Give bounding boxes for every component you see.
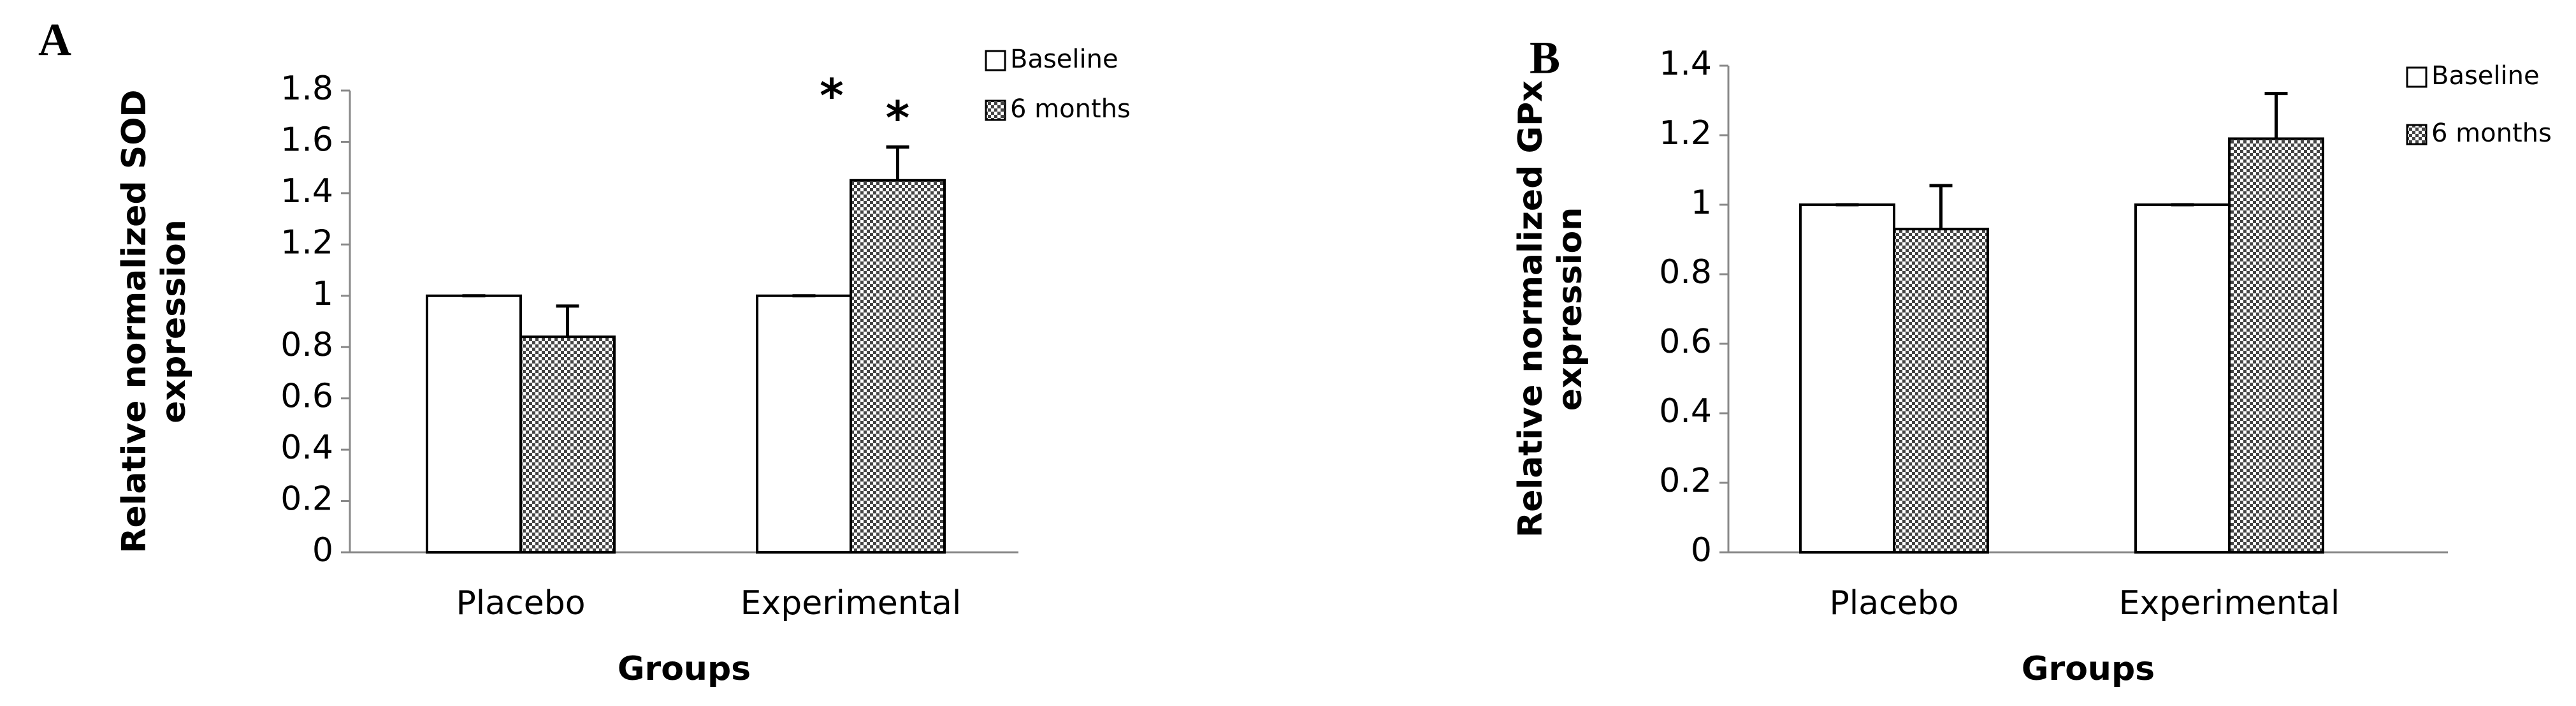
bar	[756, 294, 852, 554]
legend-label: Baseline	[2431, 61, 2540, 91]
legend-label: 6 months	[2431, 119, 2552, 148]
x-axis-title: Groups	[618, 650, 751, 688]
legend-label: 6 months	[1010, 94, 1131, 124]
y-tick-label: 1.2	[1659, 114, 1712, 152]
legend-swatch	[2406, 66, 2428, 88]
y-tick-label: 0.8	[1659, 253, 1712, 291]
y-tick-label: 0.8	[280, 326, 333, 364]
x-tick-label: Placebo	[456, 584, 585, 622]
panel-label: A	[38, 15, 71, 66]
y-tick-label: 0	[312, 531, 333, 570]
y-tick-label: 0	[1691, 531, 1712, 570]
annotation: *	[820, 69, 844, 122]
y-tick-label: 0.6	[1659, 323, 1712, 361]
x-tick-label: Experimental	[2119, 584, 2340, 622]
bar	[426, 294, 522, 554]
legend-swatch	[2406, 124, 2428, 145]
error-bar	[1929, 184, 1953, 230]
y-tick-label: 0.2	[1659, 462, 1712, 500]
y-tick-label: 1.6	[280, 121, 333, 159]
bar	[519, 335, 616, 554]
y-axis-title-line: expression	[155, 219, 193, 423]
bar	[2228, 137, 2324, 554]
y-tick-label: 1.8	[280, 70, 333, 108]
x-axis-title: Groups	[2022, 650, 2155, 688]
y-tick-label: 1	[312, 275, 333, 313]
legend-swatch	[985, 99, 1006, 121]
legend-swatch	[985, 50, 1006, 71]
bar	[1893, 228, 1989, 554]
error-bar	[886, 145, 909, 180]
panel-label: B	[1530, 33, 1560, 84]
y-axis-title: Relative normalized SOD expression	[115, 89, 193, 553]
bar	[2134, 203, 2231, 554]
error-bar	[2264, 92, 2288, 139]
y-tick-label: 1.2	[280, 223, 333, 261]
bar	[1799, 203, 1895, 554]
y-axis-title-line: Relative normalized SOD	[115, 89, 154, 553]
error-bar	[556, 304, 579, 337]
y-axis-title-line: expression	[1551, 207, 1589, 411]
x-tick-label: Placebo	[1829, 584, 1958, 622]
y-axis-title: Relative normalized GPx expression	[1512, 80, 1589, 538]
y-tick-label: 0.6	[280, 378, 333, 416]
annotation: *	[886, 91, 910, 145]
y-tick-label: 0.4	[280, 429, 333, 467]
bar	[850, 179, 946, 554]
y-tick-label: 0.4	[1659, 392, 1712, 430]
y-tick-label: 1	[1691, 184, 1712, 222]
y-axis-title-line: Relative normalized GPx	[1512, 80, 1550, 538]
y-tick-label: 0.2	[280, 480, 333, 518]
legend-label: Baseline	[1010, 45, 1118, 74]
y-tick-label: 1.4	[1659, 45, 1712, 83]
y-tick-label: 1.4	[280, 172, 333, 210]
x-tick-label: Experimental	[741, 584, 962, 622]
